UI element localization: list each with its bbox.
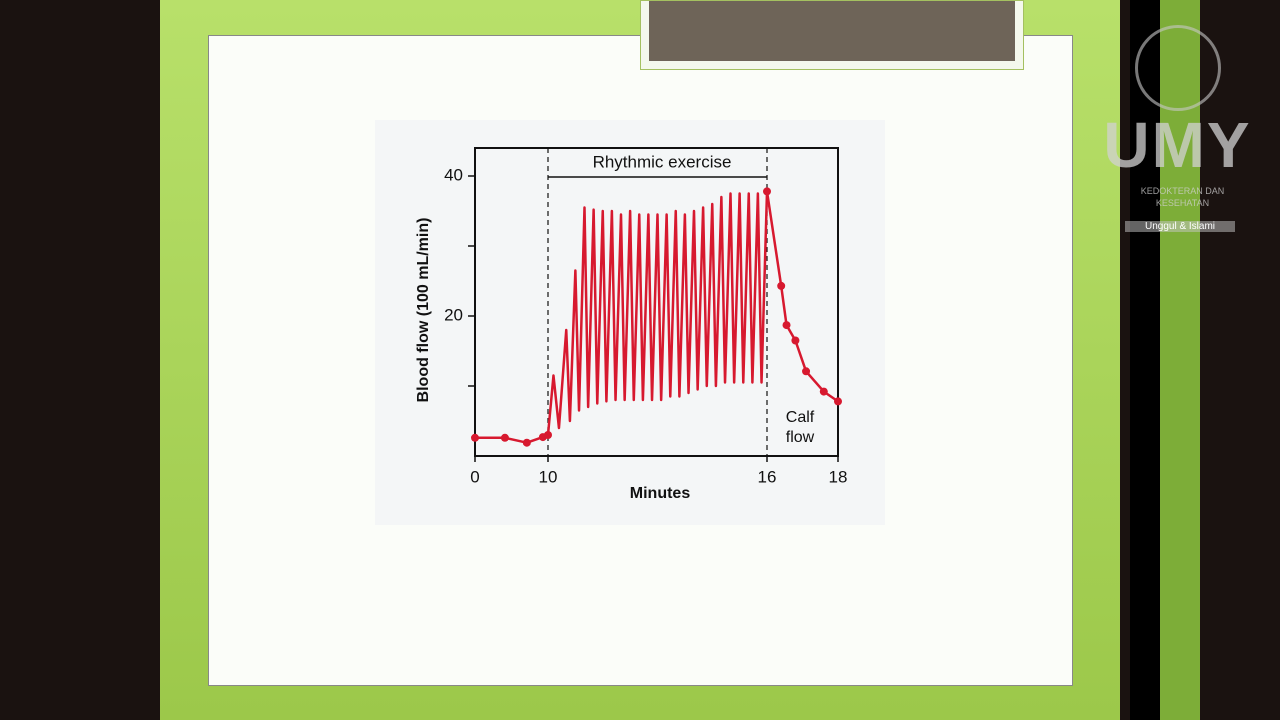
logo-seal [1135,25,1221,111]
x-axis-title: Minutes [630,485,691,502]
plot-frame [474,147,839,457]
annotation: Calf flow [785,409,815,446]
title-box [640,0,1024,70]
logo-text: UMY [1103,109,1252,181]
x-tick-label: 10 [539,467,558,486]
x-tick-label: 0 [470,467,479,486]
data-point [802,367,811,376]
data-point [522,438,531,447]
data-point [763,187,771,196]
y-tick-label: 40 [444,165,463,184]
green-strip [1160,0,1200,720]
faculty-line: KEDOKTERAN DAN [1140,186,1225,196]
data-point [819,387,828,396]
data-point [834,397,842,406]
data-point [500,433,509,442]
exercise-label: Rhythmic exercise [593,152,732,171]
x-tick-label: 18 [829,467,848,486]
title-fill [649,1,1015,61]
chart-background [375,120,885,525]
data-point [471,433,479,442]
y-axis-title: Blood flow (100 mL/min) [415,218,432,403]
data-line [546,191,769,436]
data-line [475,433,549,444]
motto: Unggul & Islami [1125,221,1235,232]
data-point [782,321,791,330]
data-point [777,281,786,290]
data-point [791,336,800,345]
y-tick-label: 20 [444,305,463,324]
faculty-line: KESEHATAN [1155,198,1210,208]
dark-strip [1130,0,1160,720]
x-tick-label: 16 [758,467,777,486]
